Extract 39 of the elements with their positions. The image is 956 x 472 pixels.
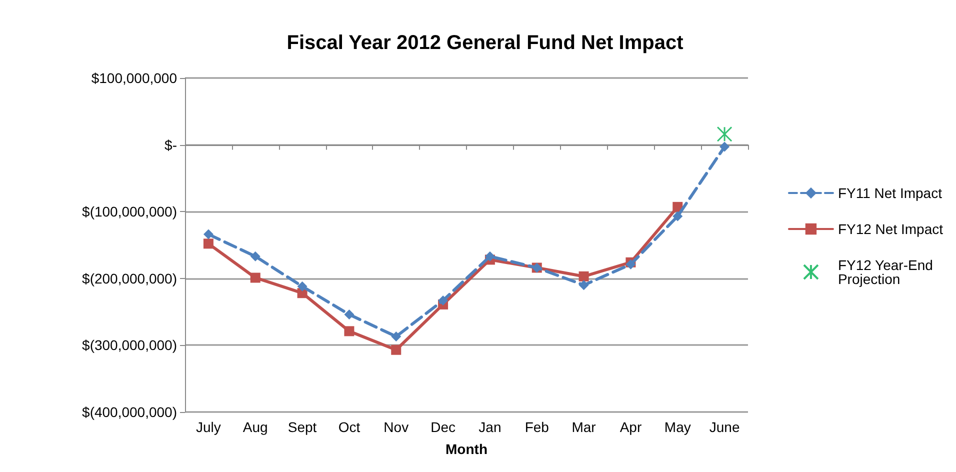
x-axis-title: Month [446, 441, 488, 457]
point [344, 326, 354, 336]
x-tick-label: Dec [430, 419, 456, 435]
point [438, 295, 448, 306]
chart-title: Fiscal Year 2012 General Fund Net Impact [286, 32, 684, 54]
x-tick-label: Oct [338, 419, 360, 435]
x-tick-label: Feb [524, 419, 550, 435]
x-tick-label: Aug [242, 419, 268, 435]
point [297, 281, 308, 292]
point [391, 344, 402, 355]
x-tick-label: Mar [572, 419, 596, 435]
x-tick-label: Apr [620, 419, 642, 435]
point [203, 229, 214, 240]
point [250, 251, 260, 262]
point [578, 271, 589, 282]
y-tick-label: $(300,000,000) [82, 337, 177, 354]
point [203, 238, 214, 249]
x-tick-label: May [664, 419, 691, 435]
x-tick-label: July [196, 419, 221, 435]
y-tick-label: $- [164, 136, 178, 153]
point [672, 211, 683, 222]
legend-label: FY12 Year-End Projection [838, 257, 937, 287]
x-tick-label: Nov [384, 419, 409, 435]
point [720, 142, 730, 152]
point [250, 272, 260, 283]
point [484, 251, 495, 262]
y-tick-label: $(400,000,000) [82, 404, 177, 420]
point [716, 126, 732, 142]
legend-label: FY12 Net Impact [838, 221, 944, 237]
y-tick-label: $(100,000,000) [82, 204, 177, 220]
y-tick-label: $100,000,000 [91, 70, 178, 86]
point [391, 332, 402, 342]
x-tick-label: Sept [288, 419, 317, 435]
y-tick-label: $(200,000,000) [82, 270, 177, 286]
point [344, 309, 354, 320]
x-tick-label: Jan [478, 419, 502, 435]
x-tick-label: June [709, 419, 740, 435]
legend-label: FY11 Net Impact [838, 185, 942, 201]
point [578, 280, 589, 290]
